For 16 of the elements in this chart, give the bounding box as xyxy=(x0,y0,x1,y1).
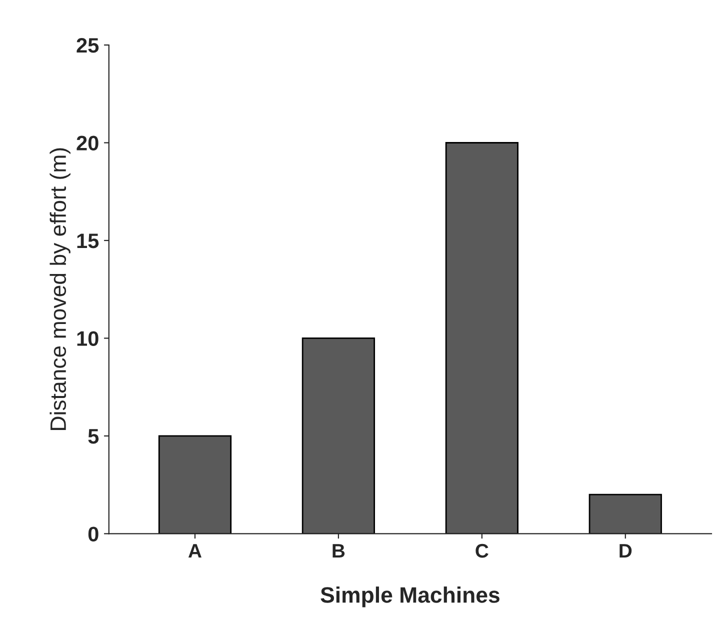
bar xyxy=(302,338,376,534)
y-tick-label: 5 xyxy=(88,429,99,444)
y-tick-label: 15 xyxy=(77,234,99,248)
y-tick-label: 0 xyxy=(88,526,98,542)
x-tick-label: B xyxy=(332,544,345,558)
x-tick-label: D xyxy=(620,544,632,558)
bar xyxy=(588,494,662,534)
y-tick-label: 20 xyxy=(76,136,98,150)
bar xyxy=(158,435,232,534)
x-tick-label: C xyxy=(476,544,488,558)
y-tick-label: 10 xyxy=(77,331,98,346)
y-tick-label: 25 xyxy=(76,38,99,53)
x-tick-label: A xyxy=(188,544,202,558)
x-axis-title: Simple Machines xyxy=(320,586,500,608)
y-axis-title: Distance moved by effort (m) xyxy=(50,148,70,430)
bar xyxy=(445,142,518,534)
